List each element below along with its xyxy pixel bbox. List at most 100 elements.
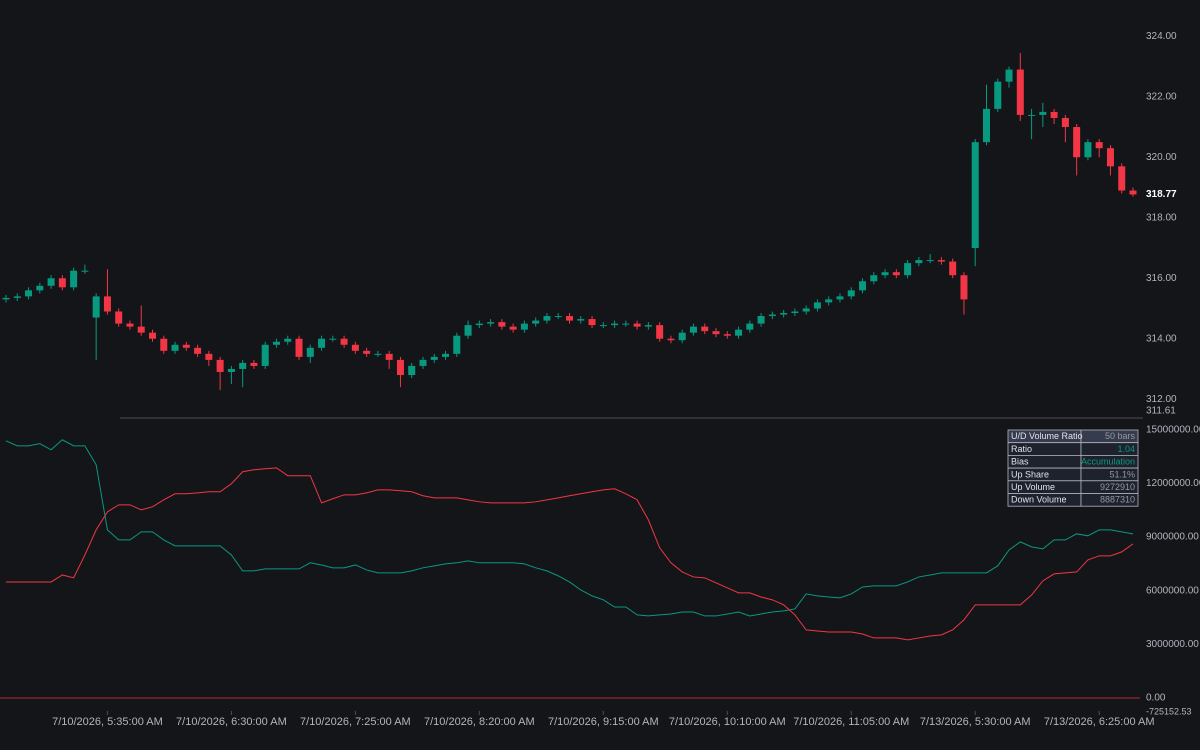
candle-body <box>182 344 190 348</box>
candle-body <box>1095 142 1103 149</box>
candle-body <box>284 338 292 342</box>
candle-body <box>791 311 799 314</box>
candle-body <box>971 142 979 248</box>
candle-body <box>836 296 844 300</box>
candle-body <box>915 260 923 264</box>
candle-body <box>385 353 393 360</box>
candle-body <box>194 347 202 354</box>
candle-body <box>487 322 495 324</box>
candle-body <box>36 285 44 291</box>
table-label: Bias <box>1011 457 1029 467</box>
candle-body <box>904 263 912 276</box>
candle-body <box>126 323 134 327</box>
y-tick-label: 324.00 <box>1146 31 1177 42</box>
y-tick-label: 312.00 <box>1146 394 1177 405</box>
candle-body <box>712 331 720 335</box>
table-value: 9272910 <box>1100 482 1135 492</box>
candle-body <box>351 344 359 351</box>
x-tick-label: 7/10/2026, 6:30:00 AM <box>176 716 287 728</box>
candle-body <box>216 359 224 372</box>
candle-body <box>1084 142 1092 158</box>
candle-body <box>306 347 314 357</box>
candle-body <box>171 344 179 351</box>
candle-body <box>1028 114 1036 116</box>
x-tick-label: 7/10/2026, 9:15:00 AM <box>548 716 659 728</box>
candle-body <box>735 329 743 336</box>
candle-body <box>250 362 258 366</box>
candle-body <box>149 332 157 339</box>
info-table: U/D Volume Ratio 50 bars Ratio 1.04 Bias Accu… <box>1007 429 1139 507</box>
x-tick-label: 7/10/2026, 10:10:00 AM <box>669 716 786 728</box>
candle-body <box>396 359 404 376</box>
candle-body <box>498 322 506 327</box>
y-tick-label: 316.00 <box>1146 273 1177 284</box>
candle-body <box>47 278 55 286</box>
candle-body <box>611 323 619 326</box>
candle-body <box>566 316 573 321</box>
candle-body <box>115 311 123 324</box>
candle-body <box>982 108 990 143</box>
y-tick-label: 12000000.00 <box>1146 478 1200 489</box>
candle-body <box>408 365 416 376</box>
candle-body <box>780 313 788 315</box>
candle-body <box>870 275 878 282</box>
candle-body <box>1106 148 1114 167</box>
candle-body <box>58 278 66 288</box>
candle-body <box>622 323 630 325</box>
candle-body <box>588 319 596 326</box>
candle-body <box>160 338 168 351</box>
y-tick-label: 320.00 <box>1146 152 1177 163</box>
y-axis-bottom-label: -725152.53 <box>1146 706 1192 716</box>
candle-body <box>295 338 303 357</box>
candle-body <box>442 353 450 357</box>
candle-body <box>419 359 427 366</box>
candle-body <box>81 270 89 272</box>
candle-body <box>103 296 111 312</box>
candle-body <box>881 272 889 276</box>
candle-body <box>656 325 664 339</box>
table-value: 8887310 <box>1100 495 1135 505</box>
candle-body <box>453 335 461 354</box>
candle-body <box>926 260 934 262</box>
candle-body <box>813 302 821 309</box>
candle-body <box>554 316 562 318</box>
series-line <box>6 467 1134 641</box>
x-tick-label: 7/13/2026, 6:25:00 AM <box>1044 716 1155 728</box>
candle-body <box>227 368 235 372</box>
candle-body <box>374 353 382 355</box>
candle-body <box>1005 69 1013 82</box>
candle-body <box>949 261 957 276</box>
candle-body <box>667 338 675 341</box>
table-cell <box>1080 493 1139 507</box>
y-tick-label: 9000000.00 <box>1146 532 1199 543</box>
candle-body <box>464 325 472 336</box>
candle-body <box>1061 117 1069 128</box>
candle-body <box>13 296 21 298</box>
candle-body <box>272 341 280 345</box>
y-tick-label: 6000000.00 <box>1146 585 1199 596</box>
candle-body <box>92 296 100 318</box>
y-tick-label: 0.00 <box>1146 693 1166 704</box>
table-value: Accumulation <box>1081 457 1135 467</box>
candle-body <box>1129 190 1137 195</box>
table-label: Ratio <box>1011 444 1032 454</box>
candle-body <box>757 316 765 324</box>
table-value: 51.1% <box>1109 469 1135 479</box>
y-tick-label: 3000000.00 <box>1146 639 1199 650</box>
x-tick-label: 7/10/2026, 5:35:00 AM <box>52 716 163 728</box>
candle-body <box>633 323 641 327</box>
table-label: Down Volume <box>1011 495 1067 505</box>
candle-body <box>239 362 247 369</box>
table-label: Up Share <box>1011 469 1049 479</box>
candle-body <box>859 281 867 291</box>
table-value: 1.04 <box>1117 444 1135 454</box>
candle-body <box>475 323 483 326</box>
y-tick-label: 322.00 <box>1146 91 1177 102</box>
candle-body <box>318 338 326 348</box>
y-tick-label: 314.00 <box>1146 333 1177 344</box>
candle-body <box>205 353 213 360</box>
candle-body <box>937 260 945 262</box>
candle-body <box>768 314 776 317</box>
